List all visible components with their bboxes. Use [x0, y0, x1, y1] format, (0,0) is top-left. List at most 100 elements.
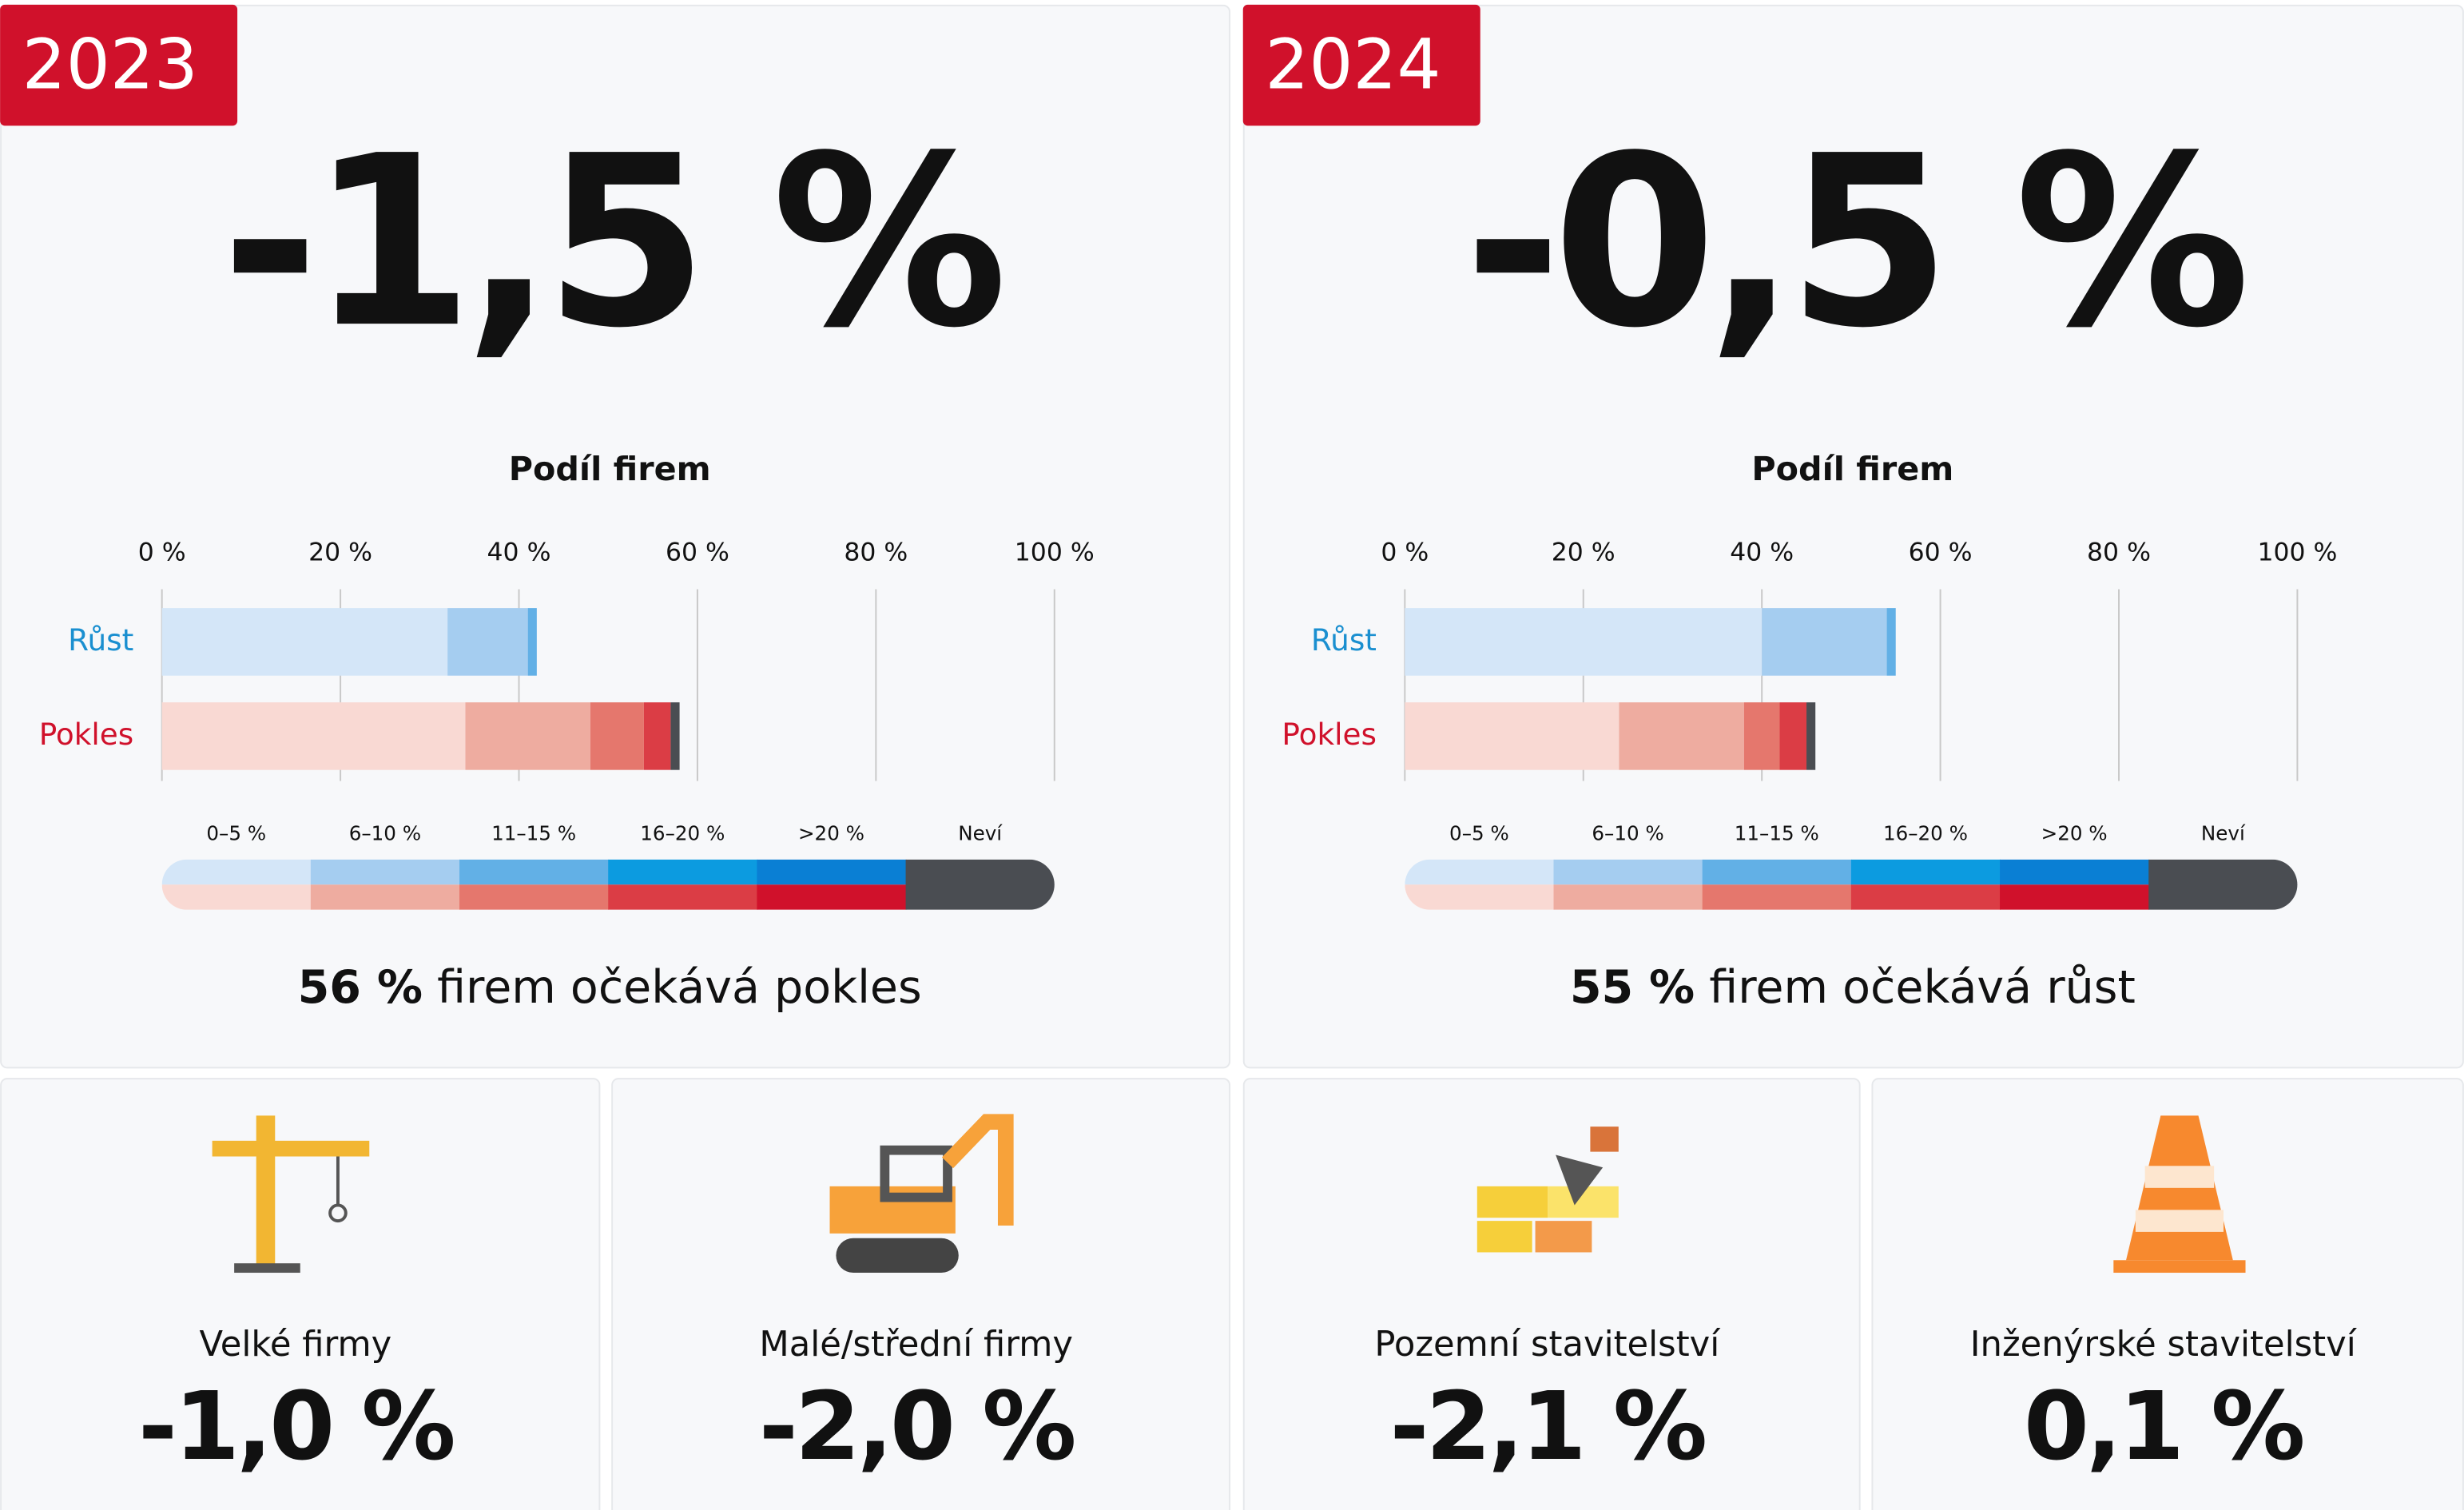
bricks-icon: [1476, 1127, 1619, 1253]
legend-swatch: [757, 884, 907, 910]
headline: -1,5 %: [221, 105, 1003, 379]
summary: 56 % firem očekává pokles: [298, 961, 922, 1014]
legend-label: 16–20 %: [1883, 821, 1968, 844]
x-tick-label: 20 %: [308, 538, 372, 566]
legend-label: 0–5 %: [206, 821, 266, 844]
year: 2023: [22, 25, 198, 105]
bar-segment: [1743, 702, 1780, 770]
card: [1871, 1078, 2464, 1510]
bar-segment: [1886, 608, 1896, 676]
legend-swatch: [1850, 884, 2001, 910]
x-tick-label: 20 %: [1552, 538, 1616, 566]
legend-swatch: [161, 884, 312, 910]
crane-icon: [212, 1115, 370, 1274]
category-label: Růst: [1311, 622, 1377, 658]
legend-swatch: [608, 859, 758, 885]
excavator-icon: [829, 1114, 1014, 1274]
bar-segment: [590, 702, 644, 770]
bar-segment: [1405, 608, 1763, 676]
card-value: 0,1 %: [2024, 1371, 2303, 1481]
card-label: Velké firmy: [199, 1325, 391, 1365]
bar-segment: [465, 702, 590, 770]
card-value: -1,0 %: [138, 1371, 453, 1481]
summary: 55 % firem očekává růst: [1570, 961, 2136, 1014]
category-label: Růst: [68, 622, 133, 658]
legend-label: Neví: [2201, 821, 2246, 844]
x-tick-label: 60 %: [1909, 538, 1973, 566]
bar-segment: [643, 702, 671, 770]
cone-icon: [2113, 1115, 2246, 1274]
bar-segment: [1806, 702, 1816, 770]
legend-swatch: [2148, 859, 2298, 910]
legend-swatch: [310, 884, 461, 910]
x-tick-label: 40 %: [487, 538, 551, 566]
year-tag: [0, 4, 238, 126]
bar-segment: [161, 608, 448, 676]
legend-swatch: [608, 884, 758, 910]
legend-swatch: [1553, 859, 1703, 885]
legend-swatch: [2000, 884, 2150, 910]
legend-label: Neví: [958, 821, 1003, 844]
card-label: Pozemní stavitelství: [1374, 1325, 1721, 1365]
summary-text: firem očekává růst: [1709, 961, 2136, 1014]
bar-segment: [670, 702, 680, 770]
bar-segment: [1762, 608, 1887, 676]
x-tick-label: 0 %: [1381, 538, 1429, 566]
card-label: Malé/střední firmy: [759, 1325, 1073, 1365]
legend-label: 6–10 %: [1592, 821, 1663, 844]
legend-swatch: [1405, 884, 1555, 910]
icons: [212, 1114, 2246, 1274]
bar-segment: [527, 608, 537, 676]
year-tag: [1242, 4, 1480, 126]
x-tick-label: 40 %: [1730, 538, 1794, 566]
legend-swatch: [459, 859, 610, 885]
summary-text: firem očekává pokles: [437, 961, 922, 1014]
legend-label: 6–10 %: [349, 821, 421, 844]
legend-label: 11–15 %: [491, 821, 576, 844]
summary-bold: 55 %: [1570, 961, 1695, 1014]
bar-segment: [1779, 702, 1807, 770]
summary-bold: 56 %: [298, 961, 423, 1014]
legend-label: 16–20 %: [640, 821, 725, 844]
category-label: Pokles: [1282, 717, 1377, 752]
legend-swatch: [1850, 859, 2001, 885]
panel: [0, 4, 1231, 1069]
legend-swatch: [310, 859, 461, 885]
legend-swatch: [459, 884, 610, 910]
card-label: Inženýrské stavitelství: [1970, 1325, 2358, 1365]
x-tick-label: 0 %: [138, 538, 186, 566]
card: [611, 1078, 1231, 1510]
bar-segment: [1619, 702, 1744, 770]
card-value: -2,0 %: [759, 1371, 1074, 1481]
legend-swatch: [757, 859, 907, 885]
legend-label: >20 %: [798, 821, 864, 844]
legend-swatch: [1405, 859, 1555, 885]
chart-title: Podíl firem: [509, 450, 711, 488]
year: 2024: [1265, 25, 1441, 105]
bar-segment: [447, 608, 528, 676]
chart-title: Podíl firem: [1751, 450, 1953, 488]
x-tick-label: 60 %: [666, 538, 729, 566]
legend-swatch: [905, 859, 1055, 910]
legend-label: >20 %: [2041, 821, 2108, 844]
card: [0, 1078, 601, 1510]
headline: -0,5 %: [1464, 105, 2247, 379]
legend-swatch: [1553, 884, 1703, 910]
card: [1242, 1078, 1861, 1510]
x-tick-label: 80 %: [2087, 538, 2151, 566]
legend-swatch: [1702, 859, 1852, 885]
x-tick-label: 100 %: [2257, 538, 2337, 566]
x-tick-label: 80 %: [844, 538, 908, 566]
legend-label: 0–5 %: [1449, 821, 1509, 844]
legend-label: 11–15 %: [1735, 821, 1819, 844]
legend-swatch: [1702, 884, 1852, 910]
legend-swatch: [2000, 859, 2150, 885]
bar-segment: [161, 702, 466, 770]
bar-segment: [1405, 702, 1619, 770]
card-value: -2,1 %: [1389, 1371, 1704, 1481]
category-label: Pokles: [39, 717, 134, 752]
panel: [1242, 4, 2464, 1069]
legend-swatch: [161, 859, 312, 885]
